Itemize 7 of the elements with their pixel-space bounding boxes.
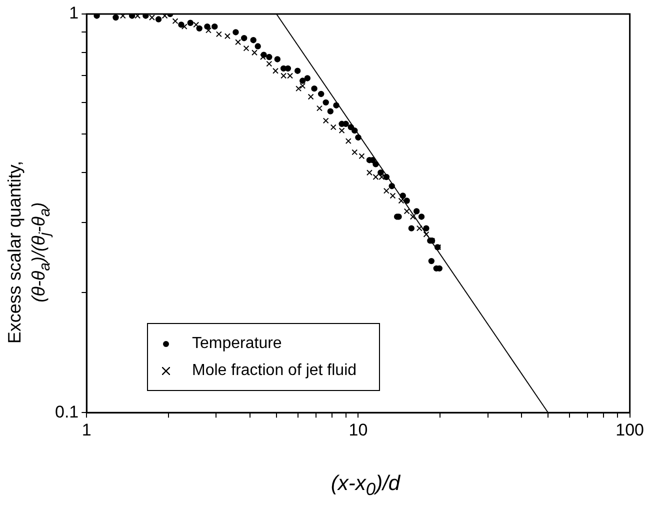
x-tick-label: 10	[348, 420, 368, 440]
x-tick-label: 1	[82, 420, 92, 440]
legend-label: Temperature	[192, 335, 282, 352]
legend-label: Mole fraction of jet fluid	[192, 362, 357, 379]
x-axis-title: (x-x$_{0}$)/d	[330, 472, 402, 500]
x-tick-label: 100	[616, 420, 644, 440]
y-tick-label: 0.1	[54, 402, 79, 422]
